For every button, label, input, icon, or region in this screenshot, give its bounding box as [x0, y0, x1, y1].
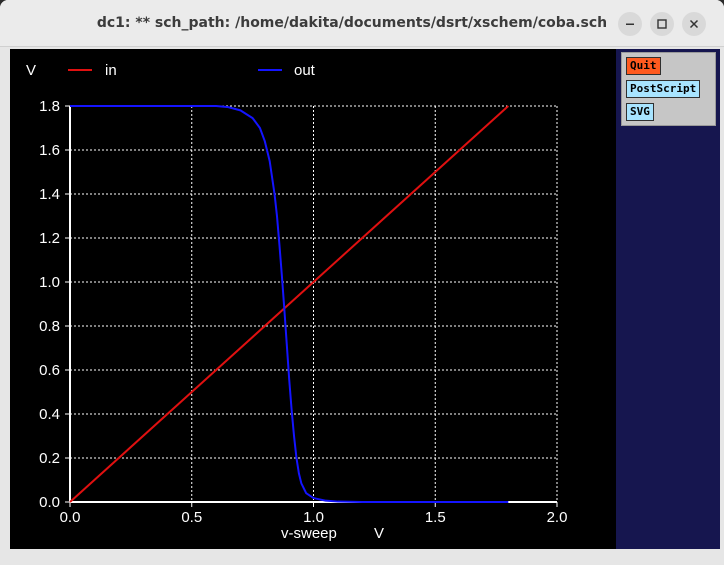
x-tick-label: 0.5 — [181, 509, 202, 526]
x-tick-label: 1.0 — [303, 509, 324, 526]
y-tick-label: 0.8 — [39, 318, 60, 335]
postscript-button[interactable]: PostScript — [626, 80, 701, 98]
button-box: Quit PostScript SVG — [621, 52, 716, 126]
y-axis-label: V — [26, 62, 36, 79]
y-tick-label: 1.8 — [39, 98, 60, 115]
grid-layer — [70, 105, 558, 502]
maximize-icon — [657, 19, 667, 29]
x-tick-label: 0.0 — [60, 509, 81, 526]
series-layer — [69, 105, 509, 503]
maximize-button[interactable] — [650, 12, 674, 36]
close-button[interactable] — [682, 12, 706, 36]
x-tick-label: 2.0 — [547, 509, 568, 526]
window-title: dc1: ** sch_path: /home/dakita/documents… — [96, 15, 608, 31]
quit-button[interactable]: Quit — [626, 57, 661, 75]
y-tick-label: 1.0 — [39, 274, 60, 291]
svg-button[interactable]: SVG — [626, 103, 654, 121]
x-tick-label: 1.5 — [425, 509, 446, 526]
chart-svg: 0.0 0.5 1.0 1.5 2.0 0.0 0.2 0.4 0.6 0.8 1.0 1.2 1.4 1… — [26, 62, 567, 542]
waveform-plot[interactable]: 0.0 0.5 1.0 1.5 2.0 0.0 0.2 0.4 0.6 0.8 1.0 1.2 1.4 1… — [10, 49, 616, 549]
side-panel: Quit PostScript SVG — [616, 49, 720, 549]
axes-layer: 0.0 0.5 1.0 1.5 2.0 0.0 0.2 0.4 0.6 0.8 1.0 1.2 1.4 1… — [39, 98, 567, 526]
y-tick-label: 0.4 — [39, 406, 60, 423]
title-bar[interactable]: dc1: ** sch_path: /home/dakita/documents… — [0, 0, 724, 47]
minimize-icon — [626, 23, 634, 25]
window-content: 0.0 0.5 1.0 1.5 2.0 0.0 0.2 0.4 0.6 0.8 1.0 1.2 1.4 1… — [0, 47, 724, 565]
x-axis-unit: V — [374, 525, 384, 542]
close-icon — [689, 19, 699, 29]
y-tick-label: 1.6 — [39, 142, 60, 159]
y-tick-label: 1.2 — [39, 230, 60, 247]
series-line-in — [69, 105, 509, 503]
legend-label-out: out — [294, 62, 316, 79]
y-tick-label: 0.2 — [39, 450, 60, 467]
y-tick-label: 0.0 — [39, 494, 60, 511]
x-axis-label: v-sweep — [281, 525, 337, 542]
y-tick-label: 1.4 — [39, 186, 60, 203]
legend-label-in: in — [105, 62, 117, 79]
y-tick-label: 0.6 — [39, 362, 60, 379]
minimize-button[interactable] — [618, 12, 642, 36]
series-line-out — [70, 105, 509, 503]
